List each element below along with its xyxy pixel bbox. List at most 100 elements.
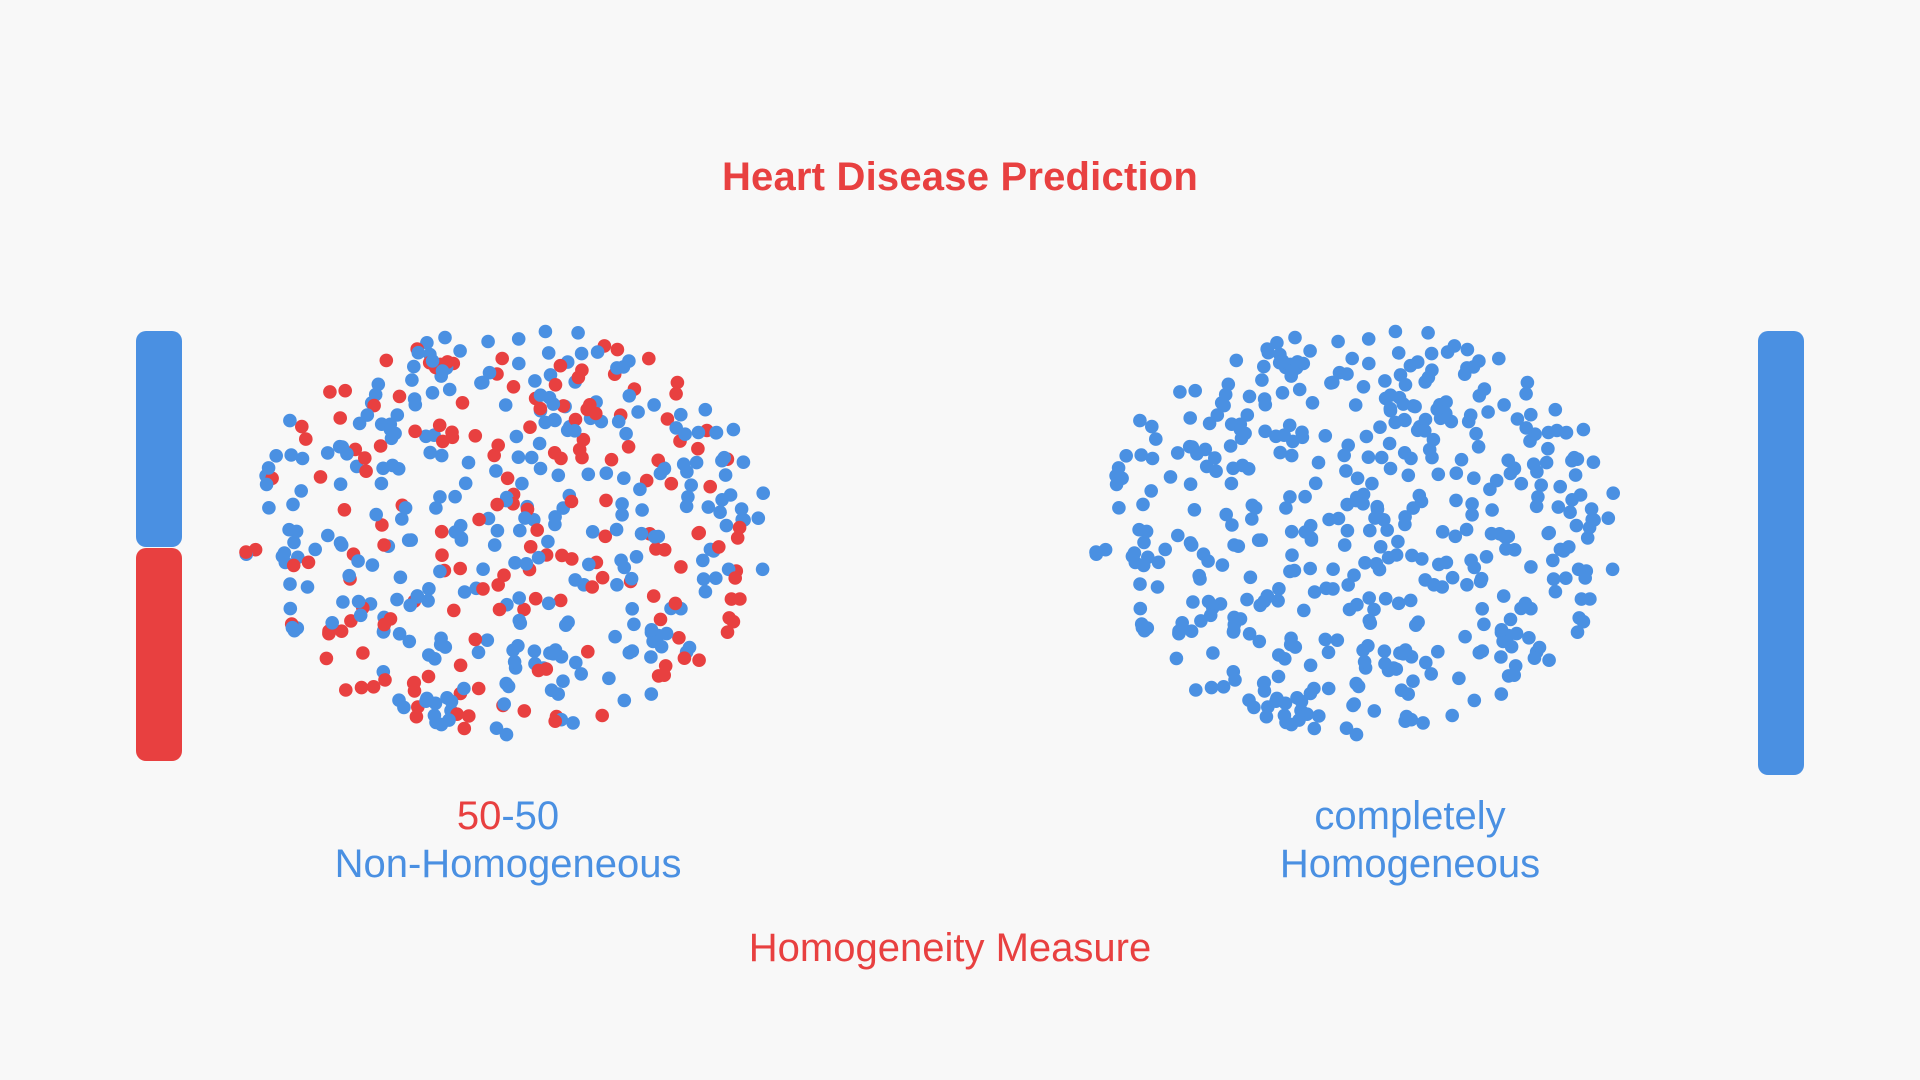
right-cloud-blue-dot xyxy=(1356,380,1371,394)
right-cloud-blue-dot xyxy=(1532,640,1547,655)
left-cloud-red-dot xyxy=(359,464,373,479)
right-cloud-blue-dot xyxy=(1497,398,1511,412)
right-cloud-blue-dot xyxy=(1365,476,1379,491)
right-cloud-blue-dot xyxy=(1569,518,1584,533)
right-cloud-blue-dot xyxy=(1570,625,1585,639)
left-cloud-blue-dot xyxy=(629,550,644,564)
left-cloud-blue-dot xyxy=(644,623,659,637)
right-cloud-blue-dot xyxy=(1518,596,1533,611)
left-cloud-blue-dot xyxy=(442,382,457,397)
left-cloud-blue-dot xyxy=(689,455,704,470)
footer-label: Homogeneity Measure xyxy=(748,926,1152,970)
right-cloud-blue-dot xyxy=(1524,407,1538,422)
right-cloud-blue-dot xyxy=(1332,365,1347,380)
left-cloud-blue-dot xyxy=(634,526,649,541)
right-cloud-blue-dot xyxy=(1340,497,1354,512)
right-cloud-blue-dot xyxy=(1398,714,1412,728)
left-cloud-blue-dot xyxy=(541,346,556,360)
left-cloud-blue-dot xyxy=(556,674,570,688)
left-cloud-blue-dot xyxy=(709,425,724,440)
right-cloud-blue-dot xyxy=(1563,505,1577,519)
right-cloud-blue-dot xyxy=(1111,461,1126,475)
left-cloud-red-dot xyxy=(653,612,668,627)
left-cloud-blue-dot xyxy=(647,398,661,412)
left-cloud-red-dot xyxy=(490,497,505,512)
left-cloud-red-dot xyxy=(468,632,483,647)
right-cloud-blue-dot xyxy=(1467,693,1482,708)
right-cloud-blue-dot xyxy=(1460,342,1475,357)
right-cloud-blue-dot xyxy=(1149,432,1163,446)
left-cloud-blue-dot xyxy=(610,578,624,592)
right-cloud-blue-dot xyxy=(1284,631,1298,646)
left-cloud-blue-dot xyxy=(438,330,452,345)
right-cloud-blue-dot xyxy=(1606,486,1620,501)
right-cloud-blue-dot xyxy=(1158,542,1172,557)
left-cloud-blue-dot xyxy=(395,512,409,526)
right-cloud-blue-dot xyxy=(1398,510,1412,524)
left-cloud-red-dot xyxy=(664,476,679,491)
left-cloud-blue-dot xyxy=(440,691,454,705)
right-cloud-blue-dot xyxy=(1541,425,1556,440)
right-cloud-blue-dot xyxy=(1440,345,1455,359)
right-cloud-blue-dot xyxy=(1245,512,1259,526)
left-cloud-blue-dot xyxy=(457,585,472,599)
right-cloud-blue-dot xyxy=(1307,585,1322,599)
right-cloud-blue-dot xyxy=(1322,512,1336,527)
left-cloud-red-dot xyxy=(575,450,589,465)
left-cloud-blue-dot xyxy=(283,413,297,428)
left-cloud-blue-dot xyxy=(352,416,367,431)
right-cloud-blue-dot xyxy=(1127,546,1142,560)
right-cloud-blue-dot xyxy=(1242,627,1257,641)
right-cloud-blue-dot xyxy=(1238,426,1252,441)
right-cloud-blue-dot xyxy=(1559,425,1574,440)
left-cloud-blue-dot xyxy=(287,623,302,638)
left-cloud-red-dot xyxy=(691,526,705,541)
right-cloud-blue-dot xyxy=(1362,356,1376,371)
left-cloud-blue-dot xyxy=(365,558,380,572)
left-cloud-blue-dot xyxy=(508,556,522,570)
left-cloud-blue-dot xyxy=(476,562,490,576)
left-cloud-blue-dot xyxy=(625,644,640,658)
right-cloud-blue-dot xyxy=(1601,511,1616,525)
left-cloud-blue-dot xyxy=(497,697,512,711)
right-cloud-blue-dot xyxy=(1342,602,1357,617)
left-cloud-blue-dot xyxy=(300,580,315,594)
right-cloud-blue-dot xyxy=(1145,419,1159,434)
left-cloud-red-dot xyxy=(517,602,531,617)
right-cloud-blue-dot xyxy=(1298,489,1312,504)
left-cloud-blue-dot xyxy=(574,346,589,361)
left-cloud-blue-dot xyxy=(283,577,297,591)
left-cloud-blue-dot xyxy=(425,386,440,400)
right-cloud-blue-dot xyxy=(1242,389,1257,404)
right-cloud-blue-dot xyxy=(1225,518,1239,532)
left-cloud-red-dot xyxy=(528,591,543,606)
left-cloud-blue-dot xyxy=(751,511,766,525)
left-cloud-blue-dot xyxy=(622,354,636,368)
left-cloud-red-dot xyxy=(455,396,470,410)
right-cloud-blue-dot xyxy=(1418,412,1433,427)
right-cloud-blue-dot xyxy=(1507,668,1521,682)
right-cloud-blue-dot xyxy=(1318,429,1333,443)
right-cloud-blue-dot xyxy=(1271,594,1285,608)
right-cloud-blue-dot xyxy=(1383,461,1398,476)
left-cloud-red-dot xyxy=(517,704,532,718)
right-cloud-blue-dot xyxy=(1498,529,1512,544)
left-cloud-red-dot xyxy=(471,681,486,696)
right-cloud-blue-dot xyxy=(1474,571,1489,586)
right-cloud-blue-dot xyxy=(1340,523,1355,538)
left-cloud-red-dot xyxy=(408,424,422,439)
right-cloud-blue-dot xyxy=(1228,673,1242,687)
left-cloud-blue-dot xyxy=(551,468,566,483)
left-cloud-blue-dot xyxy=(435,364,450,378)
right-cloud-blue-dot xyxy=(1185,440,1200,454)
left-cloud-blue-dot xyxy=(428,696,443,711)
right-cloud-blue-dot xyxy=(1284,524,1299,539)
right-cloud-blue-dot xyxy=(1393,646,1407,660)
left-cloud-red-dot xyxy=(334,624,349,638)
left-cloud-red-dot xyxy=(435,548,449,562)
left-cloud-blue-dot xyxy=(461,455,476,470)
left-cloud-blue-dot xyxy=(498,398,513,412)
right-cloud-blue-dot xyxy=(1201,554,1215,568)
right-cloud-blue-dot xyxy=(1475,602,1489,616)
left-cloud-blue-dot xyxy=(617,471,631,486)
